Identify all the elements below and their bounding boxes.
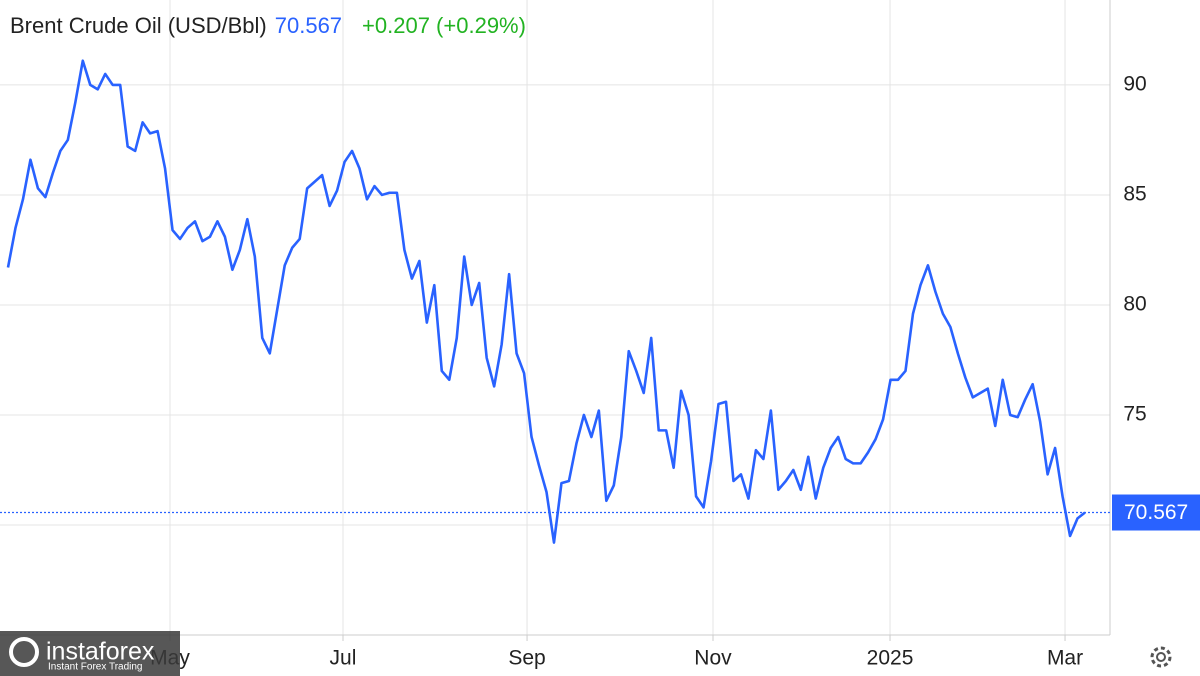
watermark-brand: instaforex <box>46 638 155 666</box>
chart-title: Brent Crude Oil (USD/Bbl) <box>10 13 267 38</box>
header-price: 70.567 <box>275 13 342 38</box>
gear[interactable] <box>1150 646 1172 668</box>
last-price-label: 70.567 <box>1124 501 1188 524</box>
watermark-tagline: Instant Forex Trading <box>48 662 143 673</box>
chart-header: Brent Crude Oil (USD/Bbl) 70.567 +0.207 (+… <box>10 13 526 38</box>
x-tick-label: Jul <box>330 647 357 670</box>
last-price-box <box>1112 494 1200 531</box>
watermark-logo <box>9 637 39 667</box>
x-tick-label: Mar <box>1047 647 1083 670</box>
watermark: instaforex Instant Forex Trading <box>0 631 180 676</box>
y-tick-label: 90 <box>1123 72 1146 95</box>
x-tick-label: Sep <box>508 647 545 670</box>
price-line <box>6 59 1086 544</box>
x-tick-label: Nov <box>694 647 732 670</box>
y-tick-label: 75 <box>1123 403 1146 426</box>
x-tick-label: 2025 <box>867 647 914 670</box>
y-tick-label: 80 <box>1123 293 1146 316</box>
header-change: +0.207 (+0.29%) <box>362 13 526 38</box>
y-tick-label: 85 <box>1123 182 1146 205</box>
settings-icon[interactable] <box>1150 646 1172 668</box>
gear-hub[interactable] <box>1156 652 1166 662</box>
